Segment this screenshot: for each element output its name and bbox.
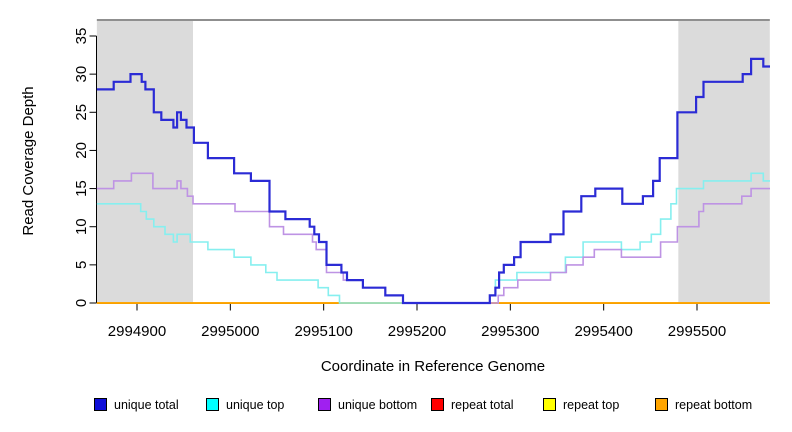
legend-item-repeat-total: repeat total	[431, 397, 514, 412]
shaded-regions-layer	[96, 19, 770, 303]
legend-swatch-repeat-total	[431, 398, 444, 411]
y-tick-label: 0	[73, 299, 90, 307]
right-shaded-region	[678, 19, 770, 303]
x-tick-label: 2995300	[481, 323, 539, 340]
legend-item-unique-bottom: unique bottom	[318, 397, 417, 412]
legend-swatch-unique-total	[94, 398, 107, 411]
series-line-unique-total	[96, 57, 770, 305]
y-tick-label: 30	[73, 66, 90, 83]
legend-swatch-unique-top	[206, 398, 219, 411]
y-tick-label: 10	[73, 218, 90, 235]
x-tick-label: 2995100	[294, 323, 352, 340]
legend-label-unique-total: unique total	[114, 397, 179, 412]
y-tick-label: 25	[73, 104, 90, 121]
x-tick-label: 2994900	[108, 323, 166, 340]
x-tick-label: 2995000	[201, 323, 259, 340]
legend-swatch-repeat-top	[543, 398, 556, 411]
legend-item-repeat-top: repeat top	[543, 397, 619, 412]
legend-label-unique-top: unique top	[226, 397, 285, 412]
legend-item-repeat-bottom: repeat bottom	[655, 397, 752, 412]
axes-layer: 0 5 10 15 20 25 30 35 2994900 2995000 2995100 29952…	[73, 28, 770, 340]
series-line-unique-top	[96, 172, 770, 304]
legend-label-repeat-top: repeat top	[563, 397, 620, 412]
coverage-plot: 0 5 10 15 20 25 30 35 2994900 2995000 2995100 29952…	[20, 19, 770, 375]
series-line-unique-bottom	[96, 172, 770, 304]
left-shaded-region	[96, 19, 193, 303]
legend-item-unique-total: unique total	[94, 397, 179, 412]
y-tick-label: 5	[73, 261, 90, 269]
x-tick-label: 2995200	[388, 323, 446, 340]
x-tick-label: 2995500	[668, 323, 726, 340]
legend-label-repeat-bottom: repeat bottom	[675, 397, 753, 412]
y-tick-label: 15	[73, 180, 90, 197]
legend-swatch-unique-bottom	[318, 398, 331, 411]
legend-label-unique-bottom: unique bottom	[338, 397, 418, 412]
y-tick-label: 20	[73, 142, 90, 159]
series-layer	[96, 57, 770, 305]
legend-item-unique-top: unique top	[206, 397, 284, 412]
legend-swatch-repeat-bottom	[655, 398, 668, 411]
y-tick-label: 35	[73, 28, 90, 45]
x-tick-label: 2995400	[574, 323, 632, 340]
legend-label-repeat-total: repeat total	[451, 397, 514, 412]
y-axis-title: Read Coverage Depth	[20, 86, 37, 235]
x-axis-title: Coordinate in Reference Genome	[321, 358, 545, 375]
